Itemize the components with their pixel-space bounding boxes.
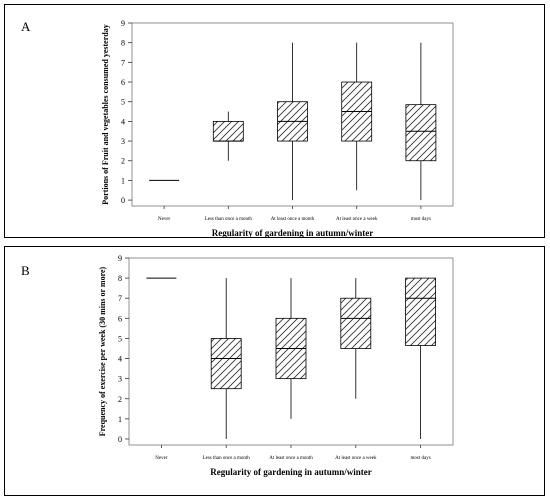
box-3: [277, 42, 308, 201]
box-2: [210, 278, 242, 439]
y-axis-label: Portions of Fruit and vegetables consume…: [101, 24, 110, 204]
y-tick-label: 5: [121, 98, 125, 107]
x-tick-label: Less than once a month: [205, 217, 253, 222]
y-tick-label: 3: [118, 375, 122, 384]
y-tick-label: 8: [118, 274, 122, 283]
iqr-box: [212, 120, 244, 142]
box-3: [275, 278, 307, 419]
x-tick-label: At least once a week: [335, 456, 377, 461]
x-axis-label: Regularity of gardening in autumn/winter: [210, 467, 372, 477]
y-axis-label: Frequency of exercise per week (30 mins …: [98, 266, 107, 436]
y-tick-label: 6: [118, 314, 122, 323]
x-tick-label: At least once a month: [271, 217, 315, 222]
x-tick-label: Never: [155, 456, 168, 461]
x-tick-label: most days: [411, 456, 431, 461]
y-tick-label: 1: [118, 415, 122, 424]
y-tick-label: 3: [121, 137, 125, 146]
box-4: [341, 42, 373, 191]
x-axis-label: Regularity of gardening in autumn/winter: [212, 228, 374, 237]
x-tick-label: most days: [411, 217, 431, 222]
iqr-box: [210, 338, 242, 390]
y-tick-label: 8: [121, 39, 125, 48]
y-tick-label: 0: [121, 196, 125, 205]
y-tick-label: 4: [118, 355, 122, 364]
box-2: [212, 111, 244, 161]
y-tick-label: 7: [118, 294, 122, 303]
panel-b-label: B: [21, 263, 30, 278]
y-tick-label: 2: [118, 395, 122, 404]
panel-a-label: A: [21, 19, 31, 34]
box-5: [405, 42, 437, 201]
y-tick-label: 9: [121, 19, 125, 28]
x-tick-label: Less than once a month: [203, 456, 251, 461]
x-tick-label: At least once a week: [336, 217, 378, 222]
y-tick-label: 5: [118, 334, 122, 343]
y-tick-label: 0: [118, 435, 122, 444]
y-tick-label: 6: [121, 78, 125, 87]
x-tick-label: Never: [158, 217, 171, 222]
y-tick-label: 1: [121, 176, 125, 185]
panel-b: B 0 1 2 3 4 5 6 7 8 9 Never Less than once a month A…: [4, 246, 545, 496]
iqr-box: [405, 104, 437, 162]
iqr-box: [340, 297, 372, 349]
y-tick-label: 4: [121, 117, 125, 126]
iqr-box: [405, 277, 437, 346]
chart-a: 0 1 2 3 4 5 6 7 8 9 Never Less than once a month At …: [101, 19, 454, 237]
panel-a: A 0 1 2 3 4 5 6 7 8 9 Never Less than once a month A…: [4, 4, 545, 238]
y-tick-label: 2: [121, 157, 125, 166]
chart-b: 0 1 2 3 4 5 6 7 8 9 Never Less than once a month At …: [98, 254, 454, 477]
box-4: [340, 278, 372, 399]
x-tick-label: At least once a month: [269, 456, 313, 461]
y-tick-label: 7: [121, 58, 125, 67]
box-5: [405, 277, 437, 439]
y-tick-label: 9: [118, 254, 122, 263]
